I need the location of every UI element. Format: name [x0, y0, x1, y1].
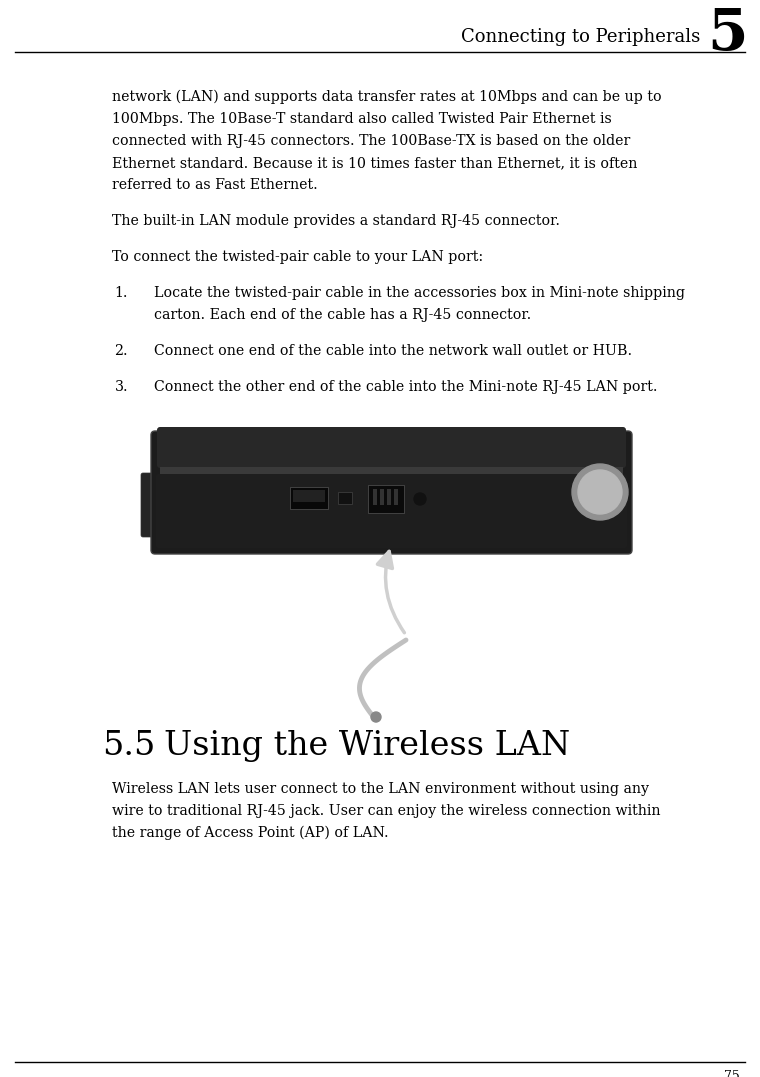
Text: 2.: 2. [115, 344, 128, 358]
Text: wire to traditional RJ-45 jack. User can enjoy the wireless connection within: wire to traditional RJ-45 jack. User can… [112, 805, 661, 819]
Text: 3.: 3. [115, 380, 128, 394]
Text: Wireless LAN lets user connect to the LAN environment without using any: Wireless LAN lets user connect to the LA… [112, 782, 650, 796]
Circle shape [371, 712, 381, 722]
FancyBboxPatch shape [387, 489, 391, 505]
FancyBboxPatch shape [373, 489, 377, 505]
FancyBboxPatch shape [380, 489, 384, 505]
FancyBboxPatch shape [290, 487, 328, 509]
Text: Connect the other end of the cable into the Mini-note RJ-45 LAN port.: Connect the other end of the cable into … [154, 380, 658, 394]
FancyBboxPatch shape [141, 473, 165, 537]
Text: 5.5: 5.5 [103, 730, 156, 763]
FancyBboxPatch shape [338, 492, 352, 504]
Text: the range of Access Point (AP) of LAN.: the range of Access Point (AP) of LAN. [112, 826, 389, 840]
Text: Using the Wireless LAN: Using the Wireless LAN [164, 730, 571, 763]
FancyBboxPatch shape [368, 485, 404, 513]
FancyBboxPatch shape [394, 489, 398, 505]
FancyBboxPatch shape [157, 426, 626, 468]
FancyBboxPatch shape [156, 474, 627, 548]
Text: 75: 75 [724, 1071, 740, 1077]
Text: Connecting to Peripherals: Connecting to Peripherals [461, 28, 700, 46]
Text: The built-in LAN module provides a standard RJ-45 connector.: The built-in LAN module provides a stand… [112, 214, 560, 228]
FancyBboxPatch shape [151, 431, 632, 554]
Text: carton. Each end of the cable has a RJ-45 connector.: carton. Each end of the cable has a RJ-4… [154, 308, 532, 322]
Text: Connect one end of the cable into the network wall outlet or HUB.: Connect one end of the cable into the ne… [154, 344, 632, 358]
Text: To connect the twisted-pair cable to your LAN port:: To connect the twisted-pair cable to you… [112, 250, 483, 264]
FancyBboxPatch shape [293, 490, 325, 502]
Circle shape [578, 470, 622, 514]
Text: referred to as Fast Ethernet.: referred to as Fast Ethernet. [112, 178, 318, 192]
Text: 1.: 1. [115, 286, 128, 300]
Text: 100Mbps. The 10Base-T standard also called Twisted Pair Ethernet is: 100Mbps. The 10Base-T standard also call… [112, 112, 613, 126]
Circle shape [414, 493, 426, 505]
Text: Ethernet standard. Because it is 10 times faster than Ethernet, it is often: Ethernet standard. Because it is 10 time… [112, 156, 638, 170]
Text: Locate the twisted-pair cable in the accessories box in Mini-note shipping: Locate the twisted-pair cable in the acc… [154, 286, 686, 300]
Text: 5: 5 [708, 6, 748, 62]
Circle shape [572, 464, 628, 520]
Text: network (LAN) and supports data transfer rates at 10Mbps and can be up to: network (LAN) and supports data transfer… [112, 90, 662, 104]
Text: connected with RJ-45 connectors. The 100Base-TX is based on the older: connected with RJ-45 connectors. The 100… [112, 134, 631, 148]
FancyBboxPatch shape [160, 467, 623, 475]
